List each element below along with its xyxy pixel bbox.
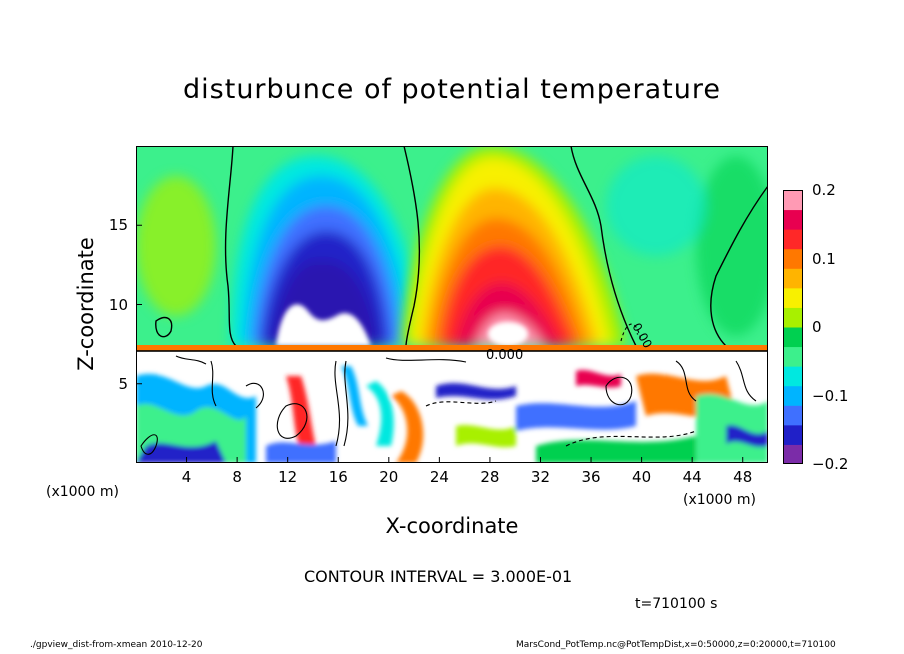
x-tick-label: 24 xyxy=(429,468,449,486)
x-tick-label: 40 xyxy=(632,468,652,486)
colorbar-swatch xyxy=(783,424,803,445)
chart-title: disturbunce of potential temperature xyxy=(183,74,721,105)
x-tick-label: 16 xyxy=(328,468,348,486)
colorbar-tick-label: −0.1 xyxy=(812,386,849,405)
warm-anomaly xyxy=(401,146,626,346)
y-tick-label: 10 xyxy=(108,295,128,314)
colorbar-swatch xyxy=(783,248,803,269)
colorbar-swatch xyxy=(783,346,803,367)
x-unit-left: (x1000 m) xyxy=(46,484,119,500)
colorbar-swatch xyxy=(783,405,803,426)
x-tick-marks xyxy=(186,457,744,463)
plot-area: 0.000 0.00 xyxy=(136,146,768,463)
colorbar-tick-label: −0.2 xyxy=(812,455,849,473)
x-tick-label: 4 xyxy=(181,468,192,486)
x-tick-label: 12 xyxy=(278,468,298,486)
contour-interval-note: CONTOUR INTERVAL = 3.000E-01 xyxy=(304,567,573,586)
upper-field-shading xyxy=(136,156,768,336)
x-tick-label: 36 xyxy=(581,468,601,486)
interface-band xyxy=(136,345,768,351)
lower-contours xyxy=(140,323,757,455)
x-tick-label: 32 xyxy=(530,468,551,486)
x-unit-right: (x1000 m) xyxy=(683,492,756,508)
colorbar xyxy=(783,190,803,464)
colorbar-frame xyxy=(783,190,803,464)
contour-label-1: 0.000 xyxy=(486,348,523,363)
cold-core-white xyxy=(276,304,371,346)
time-note: t=710100 s xyxy=(635,596,718,612)
x-tick-label: 8 xyxy=(232,468,242,486)
colorbar-swatch xyxy=(783,287,803,308)
colorbar-tick-label: 0 xyxy=(812,318,822,336)
colorbar-swatch xyxy=(783,327,803,348)
lower-turbulence xyxy=(136,366,768,463)
colorbar-swatch xyxy=(783,385,803,406)
colorbar-swatch xyxy=(783,190,803,211)
colorbar-swatch xyxy=(783,366,803,387)
x-axis-label: X-coordinate xyxy=(385,514,519,538)
colorbar-swatch xyxy=(783,268,803,289)
footer-right: MarsCond_PotTemp.nc@PotTempDist,x=0:5000… xyxy=(516,640,836,650)
warm-core-white xyxy=(488,322,528,346)
footer-left: ./gpview_dist-from-xmean 2010-12-20 xyxy=(30,640,203,650)
x-tick-label: 44 xyxy=(682,468,702,486)
colorbar-swatch xyxy=(783,229,803,250)
x-tick-label: 20 xyxy=(379,468,399,486)
y-tick-label: 15 xyxy=(108,216,128,235)
y-tick-label: 5 xyxy=(118,374,128,393)
x-tick-label: 48 xyxy=(733,468,753,486)
y-tick-marks xyxy=(136,224,142,385)
colorbar-swatch xyxy=(783,209,803,230)
zero-contours xyxy=(155,146,768,347)
x-tick-label: 28 xyxy=(480,468,500,486)
colorbar-swatch xyxy=(783,307,803,328)
y-axis-label: Z-coordinate xyxy=(74,237,98,371)
colorbar-tick-label: 0.2 xyxy=(812,181,836,199)
colorbar-swatch xyxy=(783,444,803,464)
colorbar-tick-label: 0.1 xyxy=(812,249,836,268)
